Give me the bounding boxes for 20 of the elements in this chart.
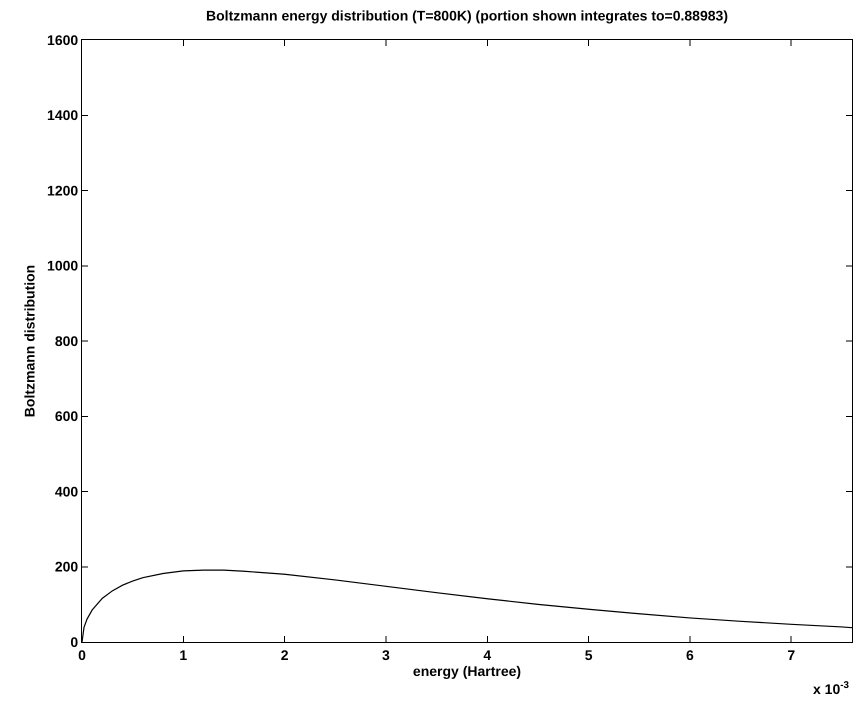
y-tick-label: 800 <box>54 332 78 349</box>
y-tick-label: 1600 <box>47 32 78 48</box>
y-axis-title: Boltzmann distribution <box>22 264 38 418</box>
chart-title: Boltzmann energy distribution (T=800K) (portion shown integrates to=0.88983) <box>206 7 728 24</box>
x-tick-label: 2 <box>280 646 289 663</box>
x-tick-label: 6 <box>686 646 694 663</box>
y-tick-label: 400 <box>54 483 78 500</box>
text: x 10$^{-3}$ <box>813 680 850 697</box>
y-tick-label: 600 <box>54 408 78 424</box>
y-tick-label: 1200 <box>47 182 78 198</box>
x-tick-label: 7 <box>787 646 796 663</box>
x-axis-title: energy (Hartree) <box>412 663 522 680</box>
x-tick-label: 3 <box>382 646 390 663</box>
x-tick-label: 5 <box>584 646 593 663</box>
y-tick-label: 1000 <box>47 258 78 274</box>
y-tick-label: 0 <box>70 634 78 650</box>
x-tick-label: 4 <box>483 646 492 663</box>
x-tick-label: 1 <box>179 646 188 663</box>
y-tick-label: 1400 <box>47 107 78 124</box>
y-tick-label: 200 <box>54 558 78 575</box>
